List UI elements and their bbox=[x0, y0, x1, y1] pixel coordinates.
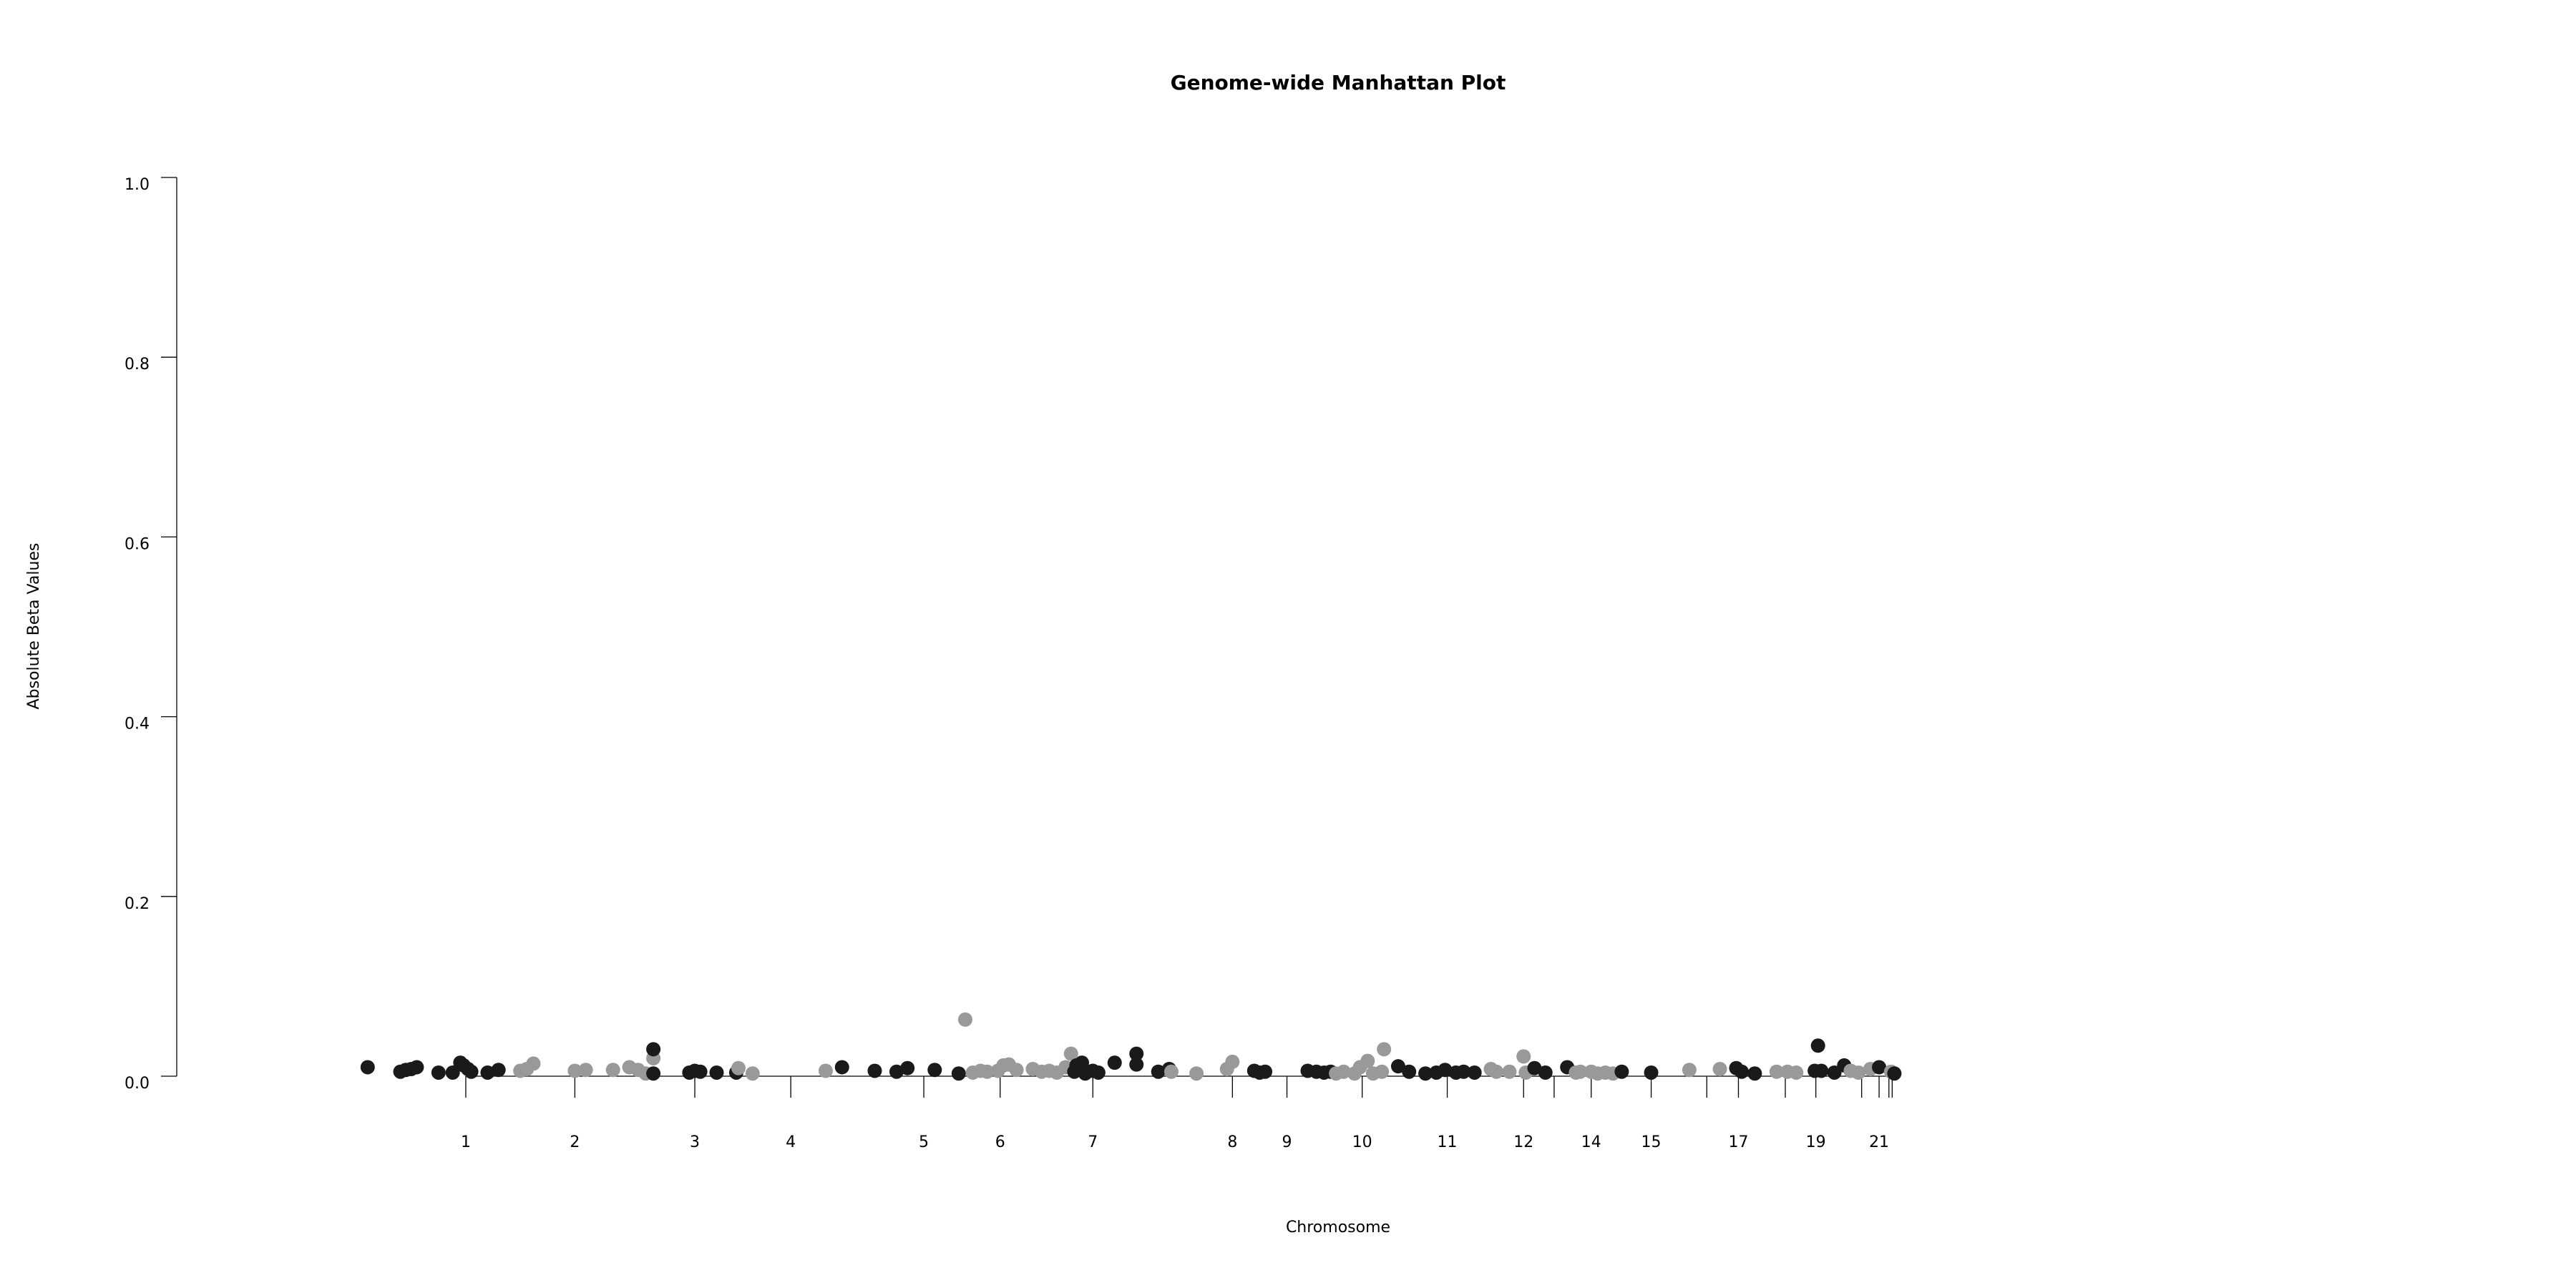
y-tick-label: 0.0 bbox=[125, 1075, 150, 1093]
data-point bbox=[1107, 1055, 1122, 1070]
data-point bbox=[1827, 1065, 1842, 1080]
data-point bbox=[1151, 1064, 1166, 1079]
data-point bbox=[1810, 1038, 1825, 1053]
data-point bbox=[1129, 1046, 1144, 1061]
data-point bbox=[1747, 1066, 1762, 1081]
data-point bbox=[1063, 1046, 1078, 1061]
data-point bbox=[957, 1012, 972, 1027]
data-point bbox=[1489, 1064, 1504, 1079]
data-point bbox=[578, 1063, 593, 1078]
y-tick-label: 0.6 bbox=[125, 535, 150, 553]
data-point bbox=[1377, 1042, 1392, 1057]
data-point bbox=[1467, 1065, 1482, 1080]
y-tick-label: 0.4 bbox=[125, 716, 150, 733]
data-point bbox=[1538, 1065, 1553, 1080]
data-point bbox=[834, 1060, 849, 1075]
data-point bbox=[709, 1065, 724, 1080]
data-point bbox=[1682, 1063, 1697, 1078]
y-axis-label: Absolute Beta Values bbox=[25, 543, 43, 710]
data-point bbox=[1614, 1064, 1629, 1079]
data-point bbox=[1456, 1064, 1471, 1079]
data-point bbox=[567, 1063, 582, 1078]
data-point bbox=[1402, 1064, 1417, 1079]
data-point bbox=[693, 1064, 708, 1079]
data-point bbox=[818, 1063, 833, 1078]
x-axis: 1 2 3 4 5 6 7 8 9 10 11 12 14 15 17 19 21 bbox=[461, 1075, 1893, 1151]
data-point bbox=[605, 1063, 620, 1078]
data-point bbox=[1872, 1060, 1887, 1075]
x-tick-label: 11 bbox=[1438, 1133, 1458, 1151]
data-point bbox=[1129, 1057, 1144, 1072]
x-tick-label: 1 bbox=[461, 1133, 471, 1151]
data-point bbox=[1336, 1064, 1351, 1079]
data-point bbox=[980, 1064, 995, 1079]
data-point bbox=[1390, 1059, 1405, 1074]
data-point bbox=[731, 1060, 746, 1075]
data-point bbox=[1735, 1064, 1750, 1079]
data-point bbox=[951, 1066, 966, 1081]
data-point bbox=[1502, 1064, 1517, 1079]
data-point bbox=[889, 1064, 904, 1079]
data-points bbox=[360, 1012, 1902, 1081]
x-tick-label: 6 bbox=[995, 1133, 1005, 1151]
data-point bbox=[1851, 1065, 1866, 1080]
data-point bbox=[1418, 1066, 1433, 1081]
data-point bbox=[409, 1060, 424, 1075]
x-tick-label: 8 bbox=[1227, 1133, 1237, 1151]
x-tick-label: 15 bbox=[1641, 1133, 1662, 1151]
y-tick-label: 0.2 bbox=[125, 895, 150, 913]
data-point bbox=[445, 1065, 460, 1080]
data-point bbox=[1527, 1060, 1542, 1075]
data-point bbox=[1814, 1063, 1829, 1078]
data-point bbox=[1225, 1054, 1240, 1069]
x-tick-label: 4 bbox=[786, 1133, 796, 1151]
data-point bbox=[1258, 1064, 1273, 1079]
data-point bbox=[646, 1066, 661, 1081]
data-point bbox=[1438, 1063, 1453, 1078]
data-point bbox=[491, 1063, 506, 1078]
x-tick-label: 12 bbox=[1513, 1133, 1533, 1151]
data-point bbox=[1075, 1055, 1090, 1070]
x-axis-label: Chromosome bbox=[1286, 1219, 1390, 1236]
data-point bbox=[1360, 1053, 1375, 1068]
data-point bbox=[526, 1056, 541, 1071]
x-tick-label: 2 bbox=[570, 1133, 580, 1151]
x-tick-label: 21 bbox=[1869, 1133, 1889, 1151]
data-point bbox=[1769, 1064, 1784, 1079]
data-point bbox=[431, 1065, 446, 1080]
data-point bbox=[1516, 1049, 1531, 1064]
x-tick-label: 10 bbox=[1352, 1133, 1372, 1151]
data-point bbox=[1789, 1065, 1804, 1080]
data-point bbox=[480, 1065, 495, 1080]
data-point bbox=[745, 1066, 760, 1081]
data-point bbox=[1573, 1064, 1588, 1079]
data-point bbox=[1091, 1065, 1106, 1080]
data-point bbox=[1009, 1063, 1024, 1078]
y-tick-label: 0.8 bbox=[125, 356, 150, 374]
x-tick-label: 14 bbox=[1581, 1133, 1601, 1151]
data-point bbox=[927, 1063, 942, 1078]
x-tick-label: 5 bbox=[919, 1133, 929, 1151]
data-point bbox=[464, 1064, 479, 1079]
x-tick-label: 3 bbox=[690, 1133, 700, 1151]
data-point bbox=[1189, 1066, 1204, 1081]
data-point bbox=[1163, 1064, 1179, 1079]
data-point bbox=[360, 1060, 375, 1075]
data-point bbox=[646, 1042, 661, 1057]
data-point bbox=[1644, 1065, 1659, 1080]
y-axis: 0.0 0.2 0.4 0.6 0.8 1.0 bbox=[125, 176, 177, 1093]
x-tick-label: 17 bbox=[1728, 1133, 1748, 1151]
data-point bbox=[1887, 1066, 1902, 1081]
x-tick-label: 7 bbox=[1088, 1133, 1098, 1151]
data-point bbox=[900, 1060, 915, 1075]
x-tick-label: 19 bbox=[1806, 1133, 1826, 1151]
x-tick-label: 9 bbox=[1282, 1133, 1292, 1151]
chart-title: Genome-wide Manhattan Plot bbox=[1171, 71, 1506, 94]
y-tick-label: 1.0 bbox=[125, 176, 150, 194]
data-point bbox=[867, 1063, 882, 1078]
data-point bbox=[1712, 1061, 1727, 1076]
data-point bbox=[1375, 1064, 1390, 1079]
